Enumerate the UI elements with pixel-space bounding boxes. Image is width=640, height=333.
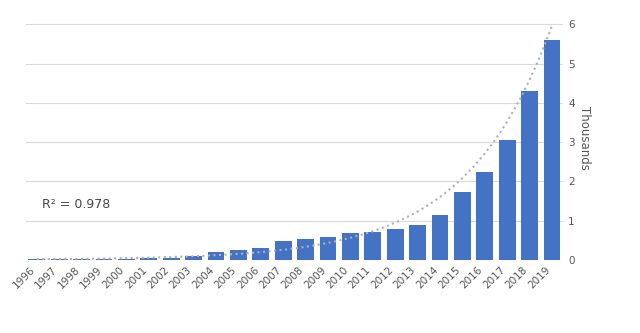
- Bar: [28, 259, 45, 260]
- Bar: [454, 192, 471, 260]
- Bar: [118, 258, 135, 260]
- Bar: [252, 248, 269, 260]
- Bar: [163, 258, 180, 260]
- Bar: [73, 259, 90, 260]
- Bar: [95, 259, 113, 260]
- Y-axis label: Thousands: Thousands: [579, 106, 591, 170]
- Bar: [207, 252, 225, 260]
- Bar: [140, 258, 157, 260]
- Bar: [499, 140, 516, 260]
- Bar: [319, 237, 337, 260]
- Bar: [230, 249, 247, 260]
- Bar: [543, 40, 561, 260]
- Bar: [476, 171, 493, 260]
- Text: R² = 0.978: R² = 0.978: [42, 198, 110, 211]
- Bar: [275, 241, 292, 260]
- Bar: [185, 256, 202, 260]
- Bar: [387, 229, 404, 260]
- Bar: [521, 91, 538, 260]
- Bar: [431, 215, 449, 260]
- Bar: [297, 239, 314, 260]
- Bar: [364, 231, 381, 260]
- Bar: [51, 259, 68, 260]
- Bar: [409, 225, 426, 260]
- Bar: [342, 233, 359, 260]
